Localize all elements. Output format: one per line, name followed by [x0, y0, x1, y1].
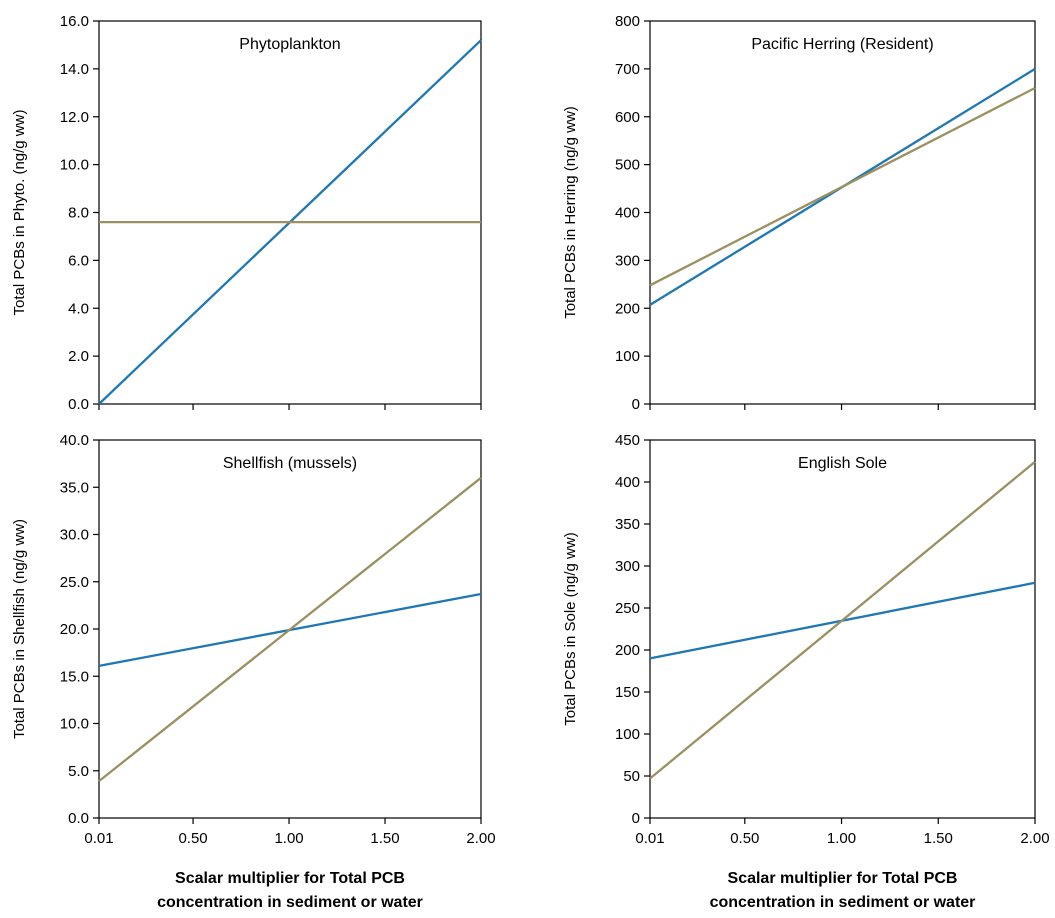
y-tick-label: 5.0: [68, 763, 89, 780]
y-tick-label: 400: [615, 474, 640, 491]
y-tick-label: 100: [615, 726, 640, 743]
y-tick-label: 0.0: [68, 396, 89, 413]
y-tick-label: 100: [615, 348, 640, 365]
plot-area-frame: [98, 20, 482, 405]
chart-panel-sole: 0 50 100 150 200 250 300 350 400 450 0.01 0.50 1.00 1…: [562, 432, 1050, 911]
chart-panel-phytoplankton: 0.0 2.0 4.0 6.0 8.0 10.0 12.0 14.0 16.0 Phytoplan…: [11, 13, 482, 413]
y-tick-label: 10.0: [60, 716, 89, 733]
y-tick-label: 16.0: [60, 13, 89, 30]
x-tick-label: 1.00: [827, 830, 856, 847]
plot-area-frame: [649, 20, 1036, 405]
x-tick-label: 1.00: [274, 830, 303, 847]
y-tick-label: 0: [632, 396, 640, 413]
y-tick-label: 10.0: [60, 157, 89, 174]
y-tick-label: 200: [615, 642, 640, 659]
x-tick-label: 0.50: [178, 830, 207, 847]
x-tick-label: 2.00: [1020, 830, 1049, 847]
y-tick-label: 8.0: [68, 205, 89, 222]
y-tick-label: 300: [615, 558, 640, 575]
y-tick-label: 450: [615, 432, 640, 449]
x-tick-label: 1.50: [370, 830, 399, 847]
y-tick-label: 20.0: [60, 621, 89, 638]
y-tick-label: 40.0: [60, 432, 89, 449]
x-tick-label: 0.01: [635, 830, 664, 847]
y-tick-label: 25.0: [60, 574, 89, 591]
y-axis-label: Total PCBs in Shellfish (ng/g ww): [11, 519, 28, 739]
y-tick-label: 12.0: [60, 109, 89, 126]
y-axis-label: Total PCBs in Herring (ng/g ww): [562, 106, 579, 319]
y-tick-label: 150: [615, 684, 640, 701]
x-axis-label: Scalar multiplier for Total PCB concentra…: [157, 870, 423, 911]
y-tick-label: 350: [615, 516, 640, 533]
x-tick-label: 0.01: [84, 830, 113, 847]
y-tick-label: 4.0: [68, 300, 89, 317]
y-tick-label: 500: [615, 157, 640, 174]
y-tick-label: 0.0: [68, 810, 89, 827]
series-line-2: [98, 476, 482, 783]
y-tick-label: 700: [615, 61, 640, 78]
y-tick-label: 50: [623, 768, 640, 785]
y-tick-label: 2.0: [68, 348, 89, 365]
y-axis-label: Total PCBs in Phyto. (ng/g ww): [11, 110, 28, 316]
panel-title: Shellfish (mussels): [223, 455, 357, 472]
series-line-2: [649, 86, 1036, 287]
plot-area-frame: [649, 439, 1036, 819]
chart-panel-shellfish: 0.0 5.0 10.0 15.0 20.0 25.0 30.0 35.0 40.0 0.01 0.…: [11, 432, 496, 911]
y-tick-label: 35.0: [60, 479, 89, 496]
panel-title: Pacific Herring (Resident): [751, 36, 933, 53]
y-tick-label: 14.0: [60, 61, 89, 78]
y-tick-label: 400: [615, 205, 640, 222]
y-tick-label: 6.0: [68, 252, 89, 269]
y-tick-label: 15.0: [60, 668, 89, 685]
x-tick-label: 0.50: [730, 830, 759, 847]
y-tick-label: 300: [615, 252, 640, 269]
y-axis-label: Total PCBs in Sole (ng/g ww): [562, 532, 579, 725]
series-line-2: [649, 460, 1036, 780]
y-tick-label: 30.0: [60, 527, 89, 544]
panel-title: Phytoplankton: [239, 36, 340, 53]
y-tick-label: 800: [615, 13, 640, 30]
chart-panel-herring: 0 100 200 300 400 500 600 700 800 Pacific Herring…: [562, 13, 1036, 413]
x-tick-label: 2.00: [466, 830, 495, 847]
x-tick-label: 1.50: [924, 830, 953, 847]
y-tick-label: 600: [615, 109, 640, 126]
x-axis-label: Scalar multiplier for Total PCB concentra…: [710, 870, 976, 911]
y-tick-label: 200: [615, 300, 640, 317]
y-tick-label: 0: [632, 810, 640, 827]
y-tick-label: 250: [615, 600, 640, 617]
panel-title: English Sole: [798, 455, 887, 472]
